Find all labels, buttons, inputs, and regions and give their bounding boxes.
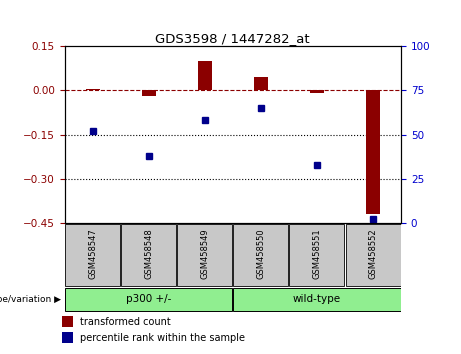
Text: genotype/variation ▶: genotype/variation ▶ — [0, 295, 61, 304]
Text: wild-type: wild-type — [293, 294, 341, 304]
FancyBboxPatch shape — [290, 224, 344, 286]
Bar — [142, 90, 156, 96]
Text: GSM458549: GSM458549 — [200, 228, 209, 279]
Bar — [366, 90, 380, 214]
FancyBboxPatch shape — [65, 224, 120, 286]
FancyBboxPatch shape — [65, 288, 232, 310]
Bar — [310, 90, 324, 93]
FancyBboxPatch shape — [177, 224, 232, 286]
Text: GSM458552: GSM458552 — [368, 228, 378, 279]
FancyBboxPatch shape — [233, 288, 401, 310]
Text: GSM458551: GSM458551 — [313, 228, 321, 279]
Text: transformed count: transformed count — [80, 317, 170, 327]
Text: percentile rank within the sample: percentile rank within the sample — [80, 333, 244, 343]
Bar — [86, 89, 100, 90]
Text: p300 +/-: p300 +/- — [126, 294, 171, 304]
FancyBboxPatch shape — [233, 224, 288, 286]
Bar — [254, 77, 268, 90]
FancyBboxPatch shape — [121, 224, 176, 286]
Bar — [198, 61, 212, 90]
Bar — [62, 332, 73, 343]
FancyBboxPatch shape — [346, 224, 401, 286]
Text: GSM458548: GSM458548 — [144, 228, 153, 279]
Text: GSM458547: GSM458547 — [88, 228, 97, 279]
Text: GSM458550: GSM458550 — [256, 228, 266, 279]
Title: GDS3598 / 1447282_at: GDS3598 / 1447282_at — [155, 32, 310, 45]
Bar — [62, 316, 73, 327]
